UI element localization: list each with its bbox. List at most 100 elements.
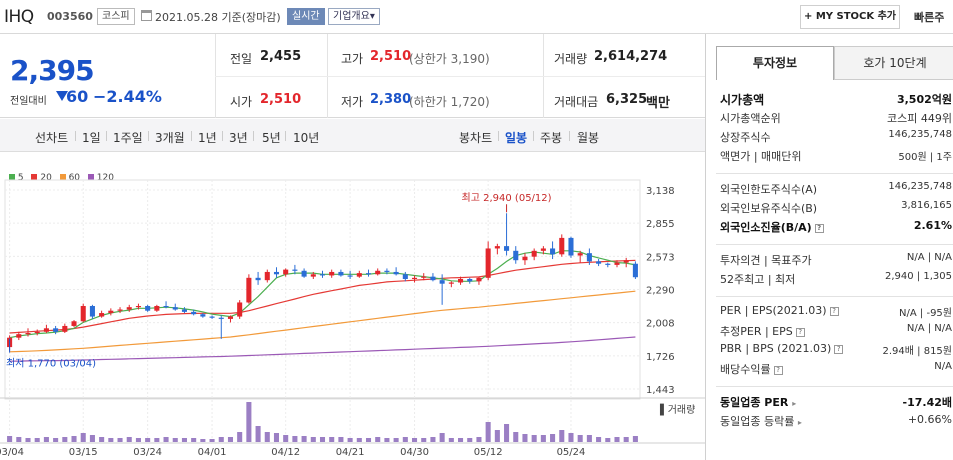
info-tabs: 투자정보 호가 10단계 [716, 46, 953, 80]
volume-bar [540, 435, 546, 442]
volume-value: 2,614,274 [594, 49, 668, 64]
price-chart[interactable]: 5 20 60 120 3,138 2,855 2,573 2,290 2,008 1,7… [0, 152, 705, 460]
period-separator [222, 131, 223, 141]
volume-bar [200, 439, 206, 442]
volume-bar [181, 438, 187, 442]
candle-body [126, 307, 132, 310]
candle-body [135, 305, 141, 308]
x-tick-label: 05/12 [474, 447, 503, 458]
y-tick-label: 2,855 [646, 219, 675, 230]
chart-period-bar: 선차트 1일 1주일 3개월 1년 3년 5년 10년 봉차트 일봉 주봉 월봉 [0, 119, 705, 152]
open-label: 시가 [230, 95, 253, 109]
period-separator [498, 131, 499, 141]
volume-bar [43, 437, 49, 442]
period-10y[interactable]: 10년 [293, 131, 320, 145]
period-3y[interactable]: 3년 [229, 131, 248, 145]
candle-body [623, 260, 629, 263]
volume-bar [108, 438, 114, 442]
candle-monthly[interactable]: 월봉 [577, 131, 600, 145]
arrow-right-icon: ▸ [792, 399, 797, 408]
help-icon[interactable]: ? [829, 307, 839, 316]
y-tick-label: 2,573 [646, 252, 675, 263]
candle-body [43, 328, 49, 332]
volume-bar [476, 437, 482, 442]
current-price: 2,395 [10, 54, 95, 87]
help-icon[interactable]: ? [773, 366, 783, 375]
candle-body [108, 310, 114, 314]
volume-bar [273, 433, 280, 442]
candle-body [411, 277, 418, 279]
candle-body [99, 313, 105, 317]
x-tick-label: 05/24 [557, 447, 586, 458]
candle-body [273, 271, 280, 275]
volume-bar [393, 438, 399, 442]
volume-bar [338, 437, 344, 442]
row-listed-shares: 상장주식수 146,235,748 [720, 129, 952, 144]
x-tick-label: 04/30 [400, 447, 429, 458]
period-1d[interactable]: 1일 [82, 131, 101, 145]
candle-body [34, 331, 40, 333]
panel-divider [716, 296, 953, 297]
candle-body [237, 302, 243, 317]
candle-body [329, 271, 335, 276]
candle-body [71, 321, 77, 326]
candle-body [458, 278, 464, 283]
period-1y[interactable]: 1년 [198, 131, 217, 145]
add-my-stock-button[interactable]: + MY STOCK 추가 [800, 5, 900, 29]
period-separator [533, 131, 534, 141]
candle-body [154, 305, 160, 311]
prev-close-label: 전일 [230, 52, 253, 66]
change-percent: −2.44% [93, 87, 162, 106]
volume-bar [209, 439, 215, 442]
volume-bar [559, 430, 565, 442]
max-price-label: 최고 2,940 (05/12) [462, 192, 552, 204]
realtime-button[interactable]: 실시간 [287, 8, 325, 25]
candle-body [80, 305, 86, 322]
volume-bar [53, 438, 59, 442]
candle-body [605, 263, 611, 265]
candle-body [338, 271, 344, 276]
tab-orderbook[interactable]: 호가 10단계 [834, 46, 953, 80]
volume-bar [34, 438, 40, 442]
amount-unit: 백만 [646, 96, 670, 111]
company-overview-button[interactable]: 기업개요▾ [328, 8, 380, 25]
volume-bar [448, 438, 454, 442]
period-5y[interactable]: 5년 [262, 131, 281, 145]
line-chart-label[interactable]: 선차트 [35, 131, 69, 145]
help-icon[interactable]: ? [814, 224, 824, 233]
volume-bar [568, 433, 574, 442]
candle-chart-label[interactable]: 봉차트 [459, 131, 493, 145]
candle-body [522, 256, 528, 261]
candle-body [181, 309, 187, 312]
quick-order-button[interactable]: 빠른주 [914, 11, 945, 24]
amount-label: 거래대금 [554, 95, 599, 109]
period-1w[interactable]: 1주일 [113, 131, 143, 145]
candle-daily[interactable]: 일봉 [505, 131, 528, 145]
min-price-label: 최저 1,770 (03/04) [6, 358, 96, 370]
period-3m[interactable]: 3개월 [155, 131, 185, 145]
candle-body [421, 276, 427, 278]
candle-body [53, 328, 59, 332]
low-label: 저가 [341, 95, 364, 109]
volume-bar [384, 438, 390, 442]
legend-ma120: 120 [87, 173, 114, 183]
help-icon[interactable]: ? [795, 328, 805, 337]
candle-body [614, 262, 620, 265]
volume-bar [467, 438, 473, 442]
volume-bar [550, 434, 556, 442]
tab-investment-info[interactable]: 투자정보 [716, 46, 834, 80]
candle-body [384, 270, 390, 272]
row-pbr: PBR | BPS (2021.03)? 2.94배 | 815원 [720, 342, 952, 357]
period-separator [75, 131, 76, 141]
help-icon[interactable]: ? [834, 345, 844, 354]
candle-body [356, 273, 362, 277]
candle-body [25, 332, 31, 335]
volume-bar [218, 437, 224, 442]
ma60-line [9, 290, 636, 353]
candle-body [559, 237, 565, 255]
candle-weekly[interactable]: 주봉 [540, 131, 563, 145]
candle-body [430, 276, 436, 281]
volume-bar [531, 435, 537, 442]
candle-body [448, 282, 454, 284]
ma20-line [9, 259, 636, 334]
